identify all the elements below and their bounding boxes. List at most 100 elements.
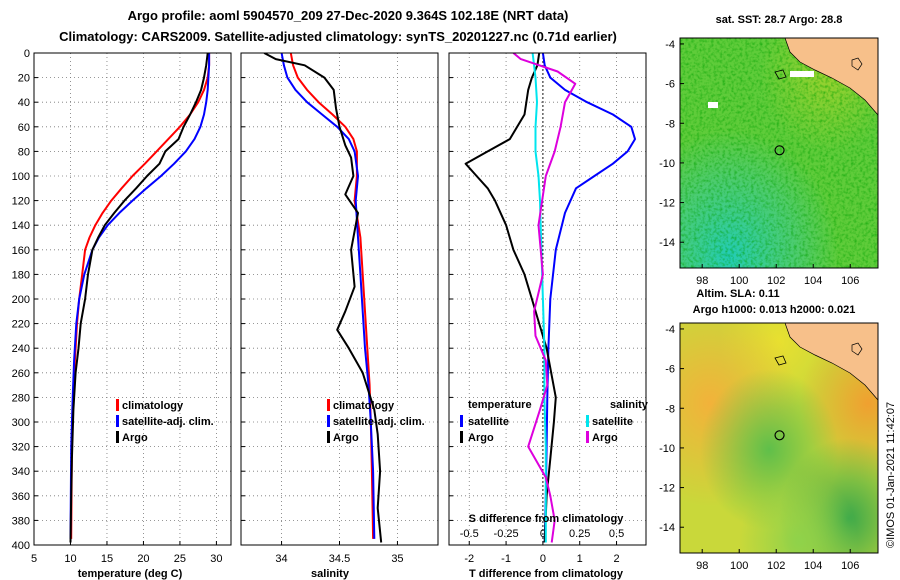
temperature-series-group: [69, 53, 211, 543]
temperature-series-argo: [69, 53, 209, 543]
temperature-series-climatology: [70, 53, 211, 539]
legend-label-t-satellite: satellite: [468, 416, 509, 428]
depth-tick-label: 320: [12, 442, 30, 454]
difference-x-tick-label: 1: [577, 553, 583, 565]
sst-lon-tick-label: 102: [767, 275, 785, 287]
legend-swatch-s-satellite: [586, 415, 589, 427]
salinity-x-tick-label: 34: [275, 553, 287, 565]
difference-s-tick-label: 0.5: [609, 528, 624, 540]
sst-lat-tick-label: -14: [659, 237, 675, 249]
legend-label-s-argo: Argo: [592, 432, 618, 444]
sst-missing-data: [708, 102, 718, 108]
sla-map-frame: [679, 322, 879, 554]
sst-lat-tick-label: -6: [665, 79, 675, 91]
sst-lat-tick-label: -10: [659, 158, 675, 170]
difference-s-label: S difference from climatology: [469, 513, 625, 525]
sla-lon-tick-label: 100: [730, 560, 748, 572]
legend-swatch-t-satellite: [460, 415, 463, 427]
legend-label-satellite-adj: satellite-adj. clim.: [333, 416, 425, 428]
legend-swatch-t-argo: [460, 431, 463, 443]
difference-x-tick-label: -1: [501, 553, 511, 565]
legend-swatch-climatology: [327, 399, 330, 411]
salinity-frame: [240, 52, 439, 546]
figure-title-line2: Climatology: CARS2009. Satellite-adjuste…: [59, 29, 617, 44]
sst-argo-location-marker: [774, 145, 785, 156]
sst-lon-tick-label: 104: [804, 275, 822, 287]
sst-lat-tick-label: -8: [665, 118, 675, 130]
depth-tick-label: 140: [12, 220, 30, 232]
sla-lat-tick-label: -10: [659, 443, 675, 455]
difference-series-s-satellite: [531, 53, 547, 543]
sla-map: [680, 323, 878, 553]
depth-tick-label: 100: [12, 171, 30, 183]
difference-series-t-argo: [464, 53, 557, 543]
difference-series-t-satellite: [541, 53, 636, 543]
depth-tick-label: 360: [12, 491, 30, 503]
depth-tick-label: 180: [12, 269, 30, 281]
temperature-x-label: temperature (deg C): [78, 568, 183, 580]
depth-tick-label: 300: [12, 417, 30, 429]
sst-lon-tick-label: 100: [730, 275, 748, 287]
depth-tick-label: 40: [18, 97, 30, 109]
sst-lon-tick-label: 98: [696, 275, 708, 287]
legend-label-climatology: climatology: [333, 400, 395, 412]
difference-frame: [448, 52, 647, 546]
sla-land: [774, 322, 879, 401]
temperature-legend: climatology satellite-adj. clim. Argo: [116, 399, 214, 444]
depth-tick-label: 60: [18, 122, 30, 134]
sst-map-frame: [679, 37, 879, 269]
depth-tick-label: 160: [12, 245, 30, 257]
sla-lat-tick-label: -14: [659, 522, 675, 534]
difference-x-tick-label: 0: [540, 553, 546, 565]
legend-title-salinity: salinity: [610, 399, 649, 411]
sst-lat-tick-label: -4: [665, 39, 675, 51]
legend-swatch-argo: [116, 431, 119, 443]
sla-lat-tick-label: -12: [659, 483, 675, 495]
salinity-legend: climatology satellite-adj. clim. Argo: [327, 399, 425, 444]
legend-title-temperature: temperature: [468, 399, 532, 411]
sla-map-subtitle: Argo h1000: 0.013 h2000: 0.021: [693, 304, 856, 316]
temperature-frame: [33, 52, 232, 546]
salinity-series-argo: [263, 53, 383, 543]
sst-lat-tick-label: -12: [659, 198, 675, 210]
temperature-series-satellite-adj-clim-: [69, 53, 211, 539]
depth-tick-label: 340: [12, 466, 30, 478]
difference-s-tick-label: 0.25: [569, 528, 590, 540]
salinity-series-satellite-adj-clim-: [280, 53, 376, 539]
salinity-x-tick-label: 35: [391, 553, 403, 565]
legend-swatch-argo: [327, 431, 330, 443]
sla-land-island: [851, 342, 863, 356]
sla-lon-tick-label: 104: [804, 560, 822, 572]
difference-series-s-argo: [512, 53, 577, 543]
sla-lon-tick-label: 98: [696, 560, 708, 572]
figure-title-line1: Argo profile: aoml 5904570_209 27-Dec-20…: [128, 8, 569, 23]
temperature-panel: 0 20 40 60 80 100 120 140 160 180 200 220 240 260 280 3…: [12, 48, 232, 565]
depth-tick-label: 200: [12, 294, 30, 306]
legend-label-climatology: climatology: [122, 400, 184, 412]
sla-lat-tick-label: -4: [665, 324, 675, 336]
sst-land-island: [851, 57, 863, 71]
legend-swatch-satellite-adj: [327, 415, 330, 427]
legend-label-satellite-adj: satellite-adj. clim.: [122, 416, 214, 428]
salinity-x-tick-label: 34.5: [329, 553, 350, 565]
depth-tick-label: 240: [12, 343, 30, 355]
sst-island-outline: [774, 69, 787, 80]
sla-argo-location-marker: [774, 430, 785, 441]
sst-missing-data: [790, 71, 814, 77]
legend-label-argo: Argo: [122, 432, 148, 444]
difference-legend: temperature salinity satellite Argo sate…: [460, 399, 649, 444]
depth-tick-label: 0: [24, 48, 30, 60]
sla-lon-tick-label: 102: [767, 560, 785, 572]
depth-tick-label: 220: [12, 319, 30, 331]
depth-tick-label: 120: [12, 196, 30, 208]
legend-label-argo: Argo: [333, 432, 359, 444]
depth-tick-label: 260: [12, 368, 30, 380]
difference-s-tick-label: -0.5: [460, 528, 479, 540]
legend-swatch-satellite-adj: [116, 415, 119, 427]
sst-map-axes: 98 100 102 104 106 -4 -6 -8 -10 -12 -14: [659, 39, 859, 287]
sst-lon-tick-label: 106: [841, 275, 859, 287]
temperature-x-tick-label: 25: [174, 553, 186, 565]
temperature-x-tick-label: 10: [64, 553, 76, 565]
